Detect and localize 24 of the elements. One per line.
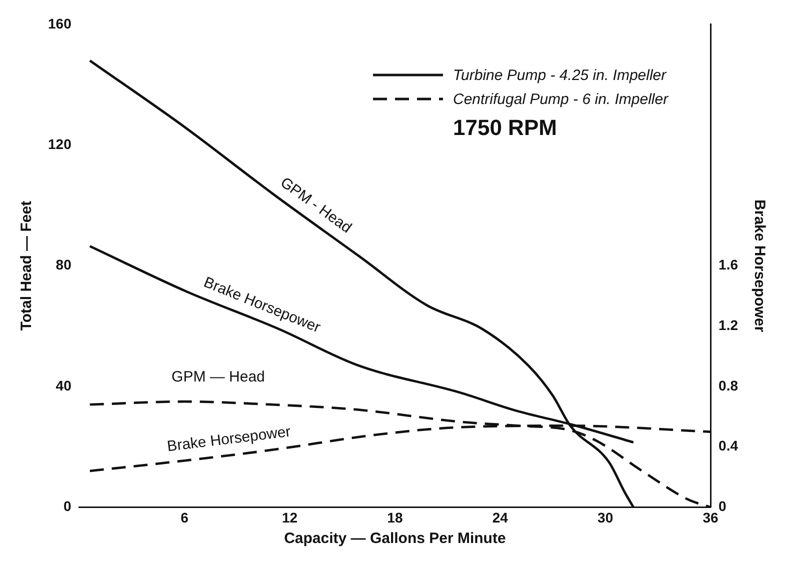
annotation: Centrifugal Pump - 6 in. Impeller [453,90,668,108]
x-tick-label: 24 [492,509,508,526]
series-label: GPM — Head [172,368,265,386]
x-tick-label: 36 [702,509,719,526]
y-tick-label: 80 [56,256,72,273]
x-axis-title: Capacity — Gallons Per Minute [284,530,506,548]
x-tick-label: 12 [282,509,298,526]
y2-tick-label: 1.2 [718,317,738,334]
x-tick-label: 6 [180,509,189,526]
y2-tick-label: 0.8 [718,377,738,394]
y2-axis-title: Brake Horsepower [750,200,768,332]
annotation: Turbine Pump - 4.25 in. Impeller [453,66,666,84]
y2-tick-label: 0 [718,498,727,514]
y-tick-label: 0 [64,498,72,514]
text: Brake Horsepower [166,423,292,456]
annotation: 1750 RPM [453,115,558,141]
y-tick-label: 120 [48,136,72,152]
x-tick-label: 18 [387,509,403,526]
y-tick-label: 40 [56,377,72,394]
y2-tick-label: 0.4 [718,438,738,454]
y-axis-title: Total Head — Feet [18,200,36,331]
y-tick-label: 160 [48,15,72,32]
x-tick-label: 30 [598,509,614,526]
y2-tick-label: 1.6 [718,256,738,273]
